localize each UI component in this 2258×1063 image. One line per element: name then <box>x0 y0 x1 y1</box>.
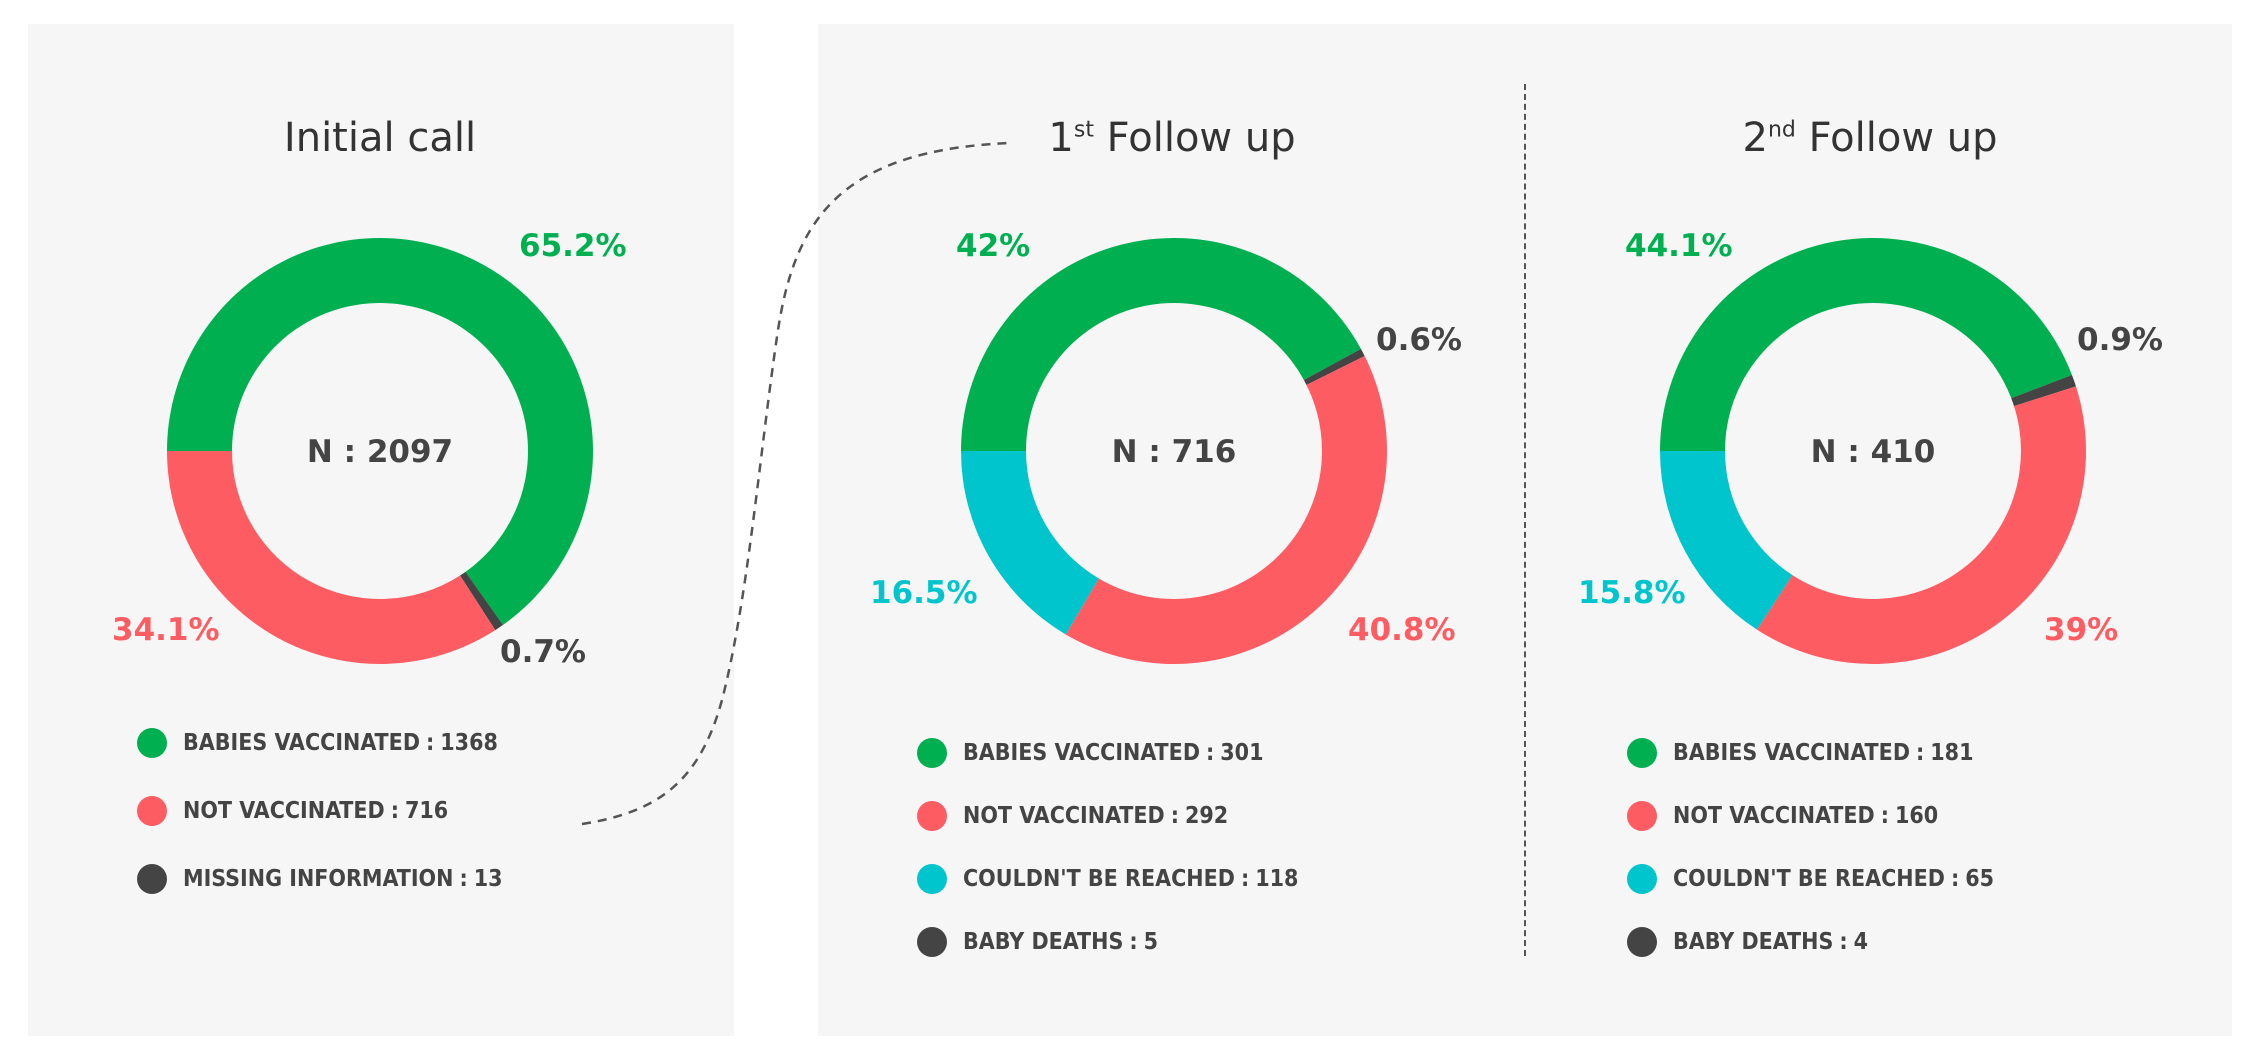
chart-title-number: 2 <box>1742 115 1768 161</box>
chart-title-text: Follow up <box>1093 115 1296 161</box>
legend-separator: : <box>426 730 435 756</box>
legend-item: NOT VACCINATED:160 <box>1627 801 1938 831</box>
legend-separator: : <box>1880 803 1890 829</box>
legend-separator: : <box>1916 740 1925 766</box>
slice-label-missing: 0.7% <box>500 634 586 670</box>
legend-label: NOT VACCINATED <box>183 798 385 824</box>
donut-slice-vaccinated <box>961 238 1361 451</box>
legend-separator: : <box>390 798 400 824</box>
legend-item: BABIES VACCINATED:181 <box>1627 738 1973 768</box>
chart-title: 1st Follow up <box>872 115 1472 161</box>
donut-slice-dark <box>1303 348 1365 385</box>
legend-label: NOT VACCINATED <box>963 803 1165 829</box>
donut-slice-unreached <box>961 451 1099 635</box>
legend-label: MISSING INFORMATION <box>183 866 454 892</box>
legend-separator: : <box>1240 866 1250 892</box>
legend-label: BABY DEATHS <box>963 929 1124 955</box>
donut-chart-1st-follow-up: N : 716 <box>961 238 1387 664</box>
legend-swatch <box>137 864 167 894</box>
donut-chart-initial-call: N : 2097 <box>167 238 593 664</box>
legend-label: NOT VACCINATED <box>1673 803 1875 829</box>
legend-swatch <box>1627 738 1657 768</box>
legend-item: COULDN'T BE REACHED:118 <box>917 864 1298 894</box>
chart-title-ordinal: st <box>1073 117 1094 143</box>
slice-label-unreached: 16.5% <box>870 575 978 611</box>
donut-slice-vaccinated <box>1660 237 2072 451</box>
legend-item: MISSING INFORMATION:13 <box>137 864 503 894</box>
legend-swatch <box>1627 801 1657 831</box>
legend-swatch <box>1627 864 1657 894</box>
slice-label-deaths: 0.6% <box>1376 322 1462 358</box>
legend-item: BABY DEATHS:5 <box>917 927 1158 957</box>
legend-value: 13 <box>473 866 503 892</box>
donut-center-total: N : 2097 <box>307 434 453 470</box>
legend-value: 301 <box>1220 740 1264 766</box>
legend-separator: : <box>1170 803 1180 829</box>
donut-slice-not-vaccinated <box>167 451 496 664</box>
legend-separator: : <box>1129 929 1138 955</box>
legend-label: BABIES VACCINATED <box>1673 740 1910 766</box>
slice-label-not-vaccinated: 39% <box>2044 612 2119 648</box>
legend-item: COULDN'T BE REACHED:65 <box>1627 864 1994 894</box>
slice-label-vaccinated: 65.2% <box>519 228 627 264</box>
donut-chart-2nd-follow-up: N : 410 <box>1660 237 2086 664</box>
legend-separator: : <box>1839 929 1848 955</box>
slice-label-not-vaccinated: 40.8% <box>1348 612 1456 648</box>
legend-swatch <box>917 864 947 894</box>
legend-swatch <box>917 801 947 831</box>
legend-value: 5 <box>1143 929 1159 955</box>
legend-item: NOT VACCINATED:716 <box>137 796 448 826</box>
legend-item: BABIES VACCINATED:301 <box>917 738 1263 768</box>
legend-label: COULDN'T BE REACHED <box>963 866 1235 892</box>
legend-label: BABIES VACCINATED <box>183 730 420 756</box>
legend-value: 65 <box>1965 866 1995 892</box>
donut-center-total: N : 716 <box>1112 434 1237 470</box>
chart-title-ordinal: nd <box>1767 117 1796 143</box>
chart-title-text: Follow up <box>1795 115 1998 161</box>
legend-swatch <box>137 796 167 826</box>
donut-slice-dark <box>460 571 504 631</box>
legend-label: BABIES VACCINATED <box>963 740 1200 766</box>
legend-swatch <box>917 738 947 768</box>
legend-item: BABY DEATHS:4 <box>1627 927 1868 957</box>
slice-label-unreached: 15.8% <box>1578 575 1686 611</box>
slice-label-deaths: 0.9% <box>2077 322 2163 358</box>
legend-separator: : <box>1206 740 1215 766</box>
legend-swatch <box>137 728 167 758</box>
legend-swatch <box>1627 927 1657 957</box>
legend-separator: : <box>1950 866 1960 892</box>
chart-title: 2nd Follow up <box>1570 115 2170 161</box>
legend-swatch <box>917 927 947 957</box>
follow-up-divider <box>1524 84 1526 956</box>
legend-value: 716 <box>405 798 449 824</box>
legend-label: BABY DEATHS <box>1673 929 1834 955</box>
slice-label-vaccinated: 42% <box>956 228 1031 264</box>
legend-value: 181 <box>1930 740 1974 766</box>
chart-title-number: 1 <box>1048 115 1074 161</box>
donut-slice-vaccinated <box>167 238 593 625</box>
legend-value: 1368 <box>440 730 498 756</box>
donut-slice-dark <box>2011 374 2076 407</box>
legend-item: NOT VACCINATED:292 <box>917 801 1228 831</box>
slice-label-vaccinated: 44.1% <box>1625 228 1733 264</box>
legend-separator: : <box>459 866 468 892</box>
legend-value: 4 <box>1853 929 1869 955</box>
legend-value: 118 <box>1255 866 1299 892</box>
legend-value: 160 <box>1895 803 1939 829</box>
legend-item: BABIES VACCINATED:1368 <box>137 728 498 758</box>
donut-slice-not-vaccinated <box>1756 386 2086 664</box>
chart-title-text: Initial call <box>283 115 477 161</box>
donut-slice-not-vaccinated <box>1065 356 1387 664</box>
legend-label: COULDN'T BE REACHED <box>1673 866 1945 892</box>
slice-label-not-vaccinated: 34.1% <box>112 612 220 648</box>
donut-slice-unreached <box>1660 451 1793 630</box>
legend-value: 292 <box>1185 803 1229 829</box>
donut-center-total: N : 410 <box>1811 434 1936 470</box>
chart-title: Initial call <box>80 115 680 161</box>
